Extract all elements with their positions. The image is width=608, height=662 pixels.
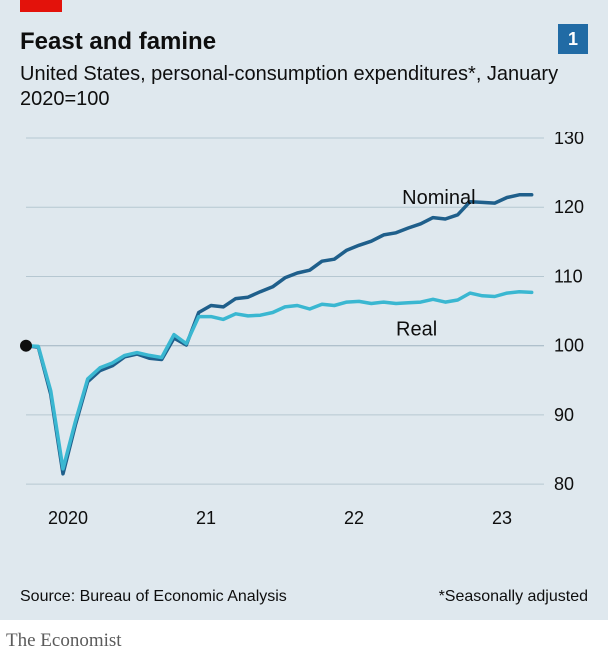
y-tick-label: 130	[554, 132, 584, 148]
footnote-text: *Seasonally adjusted	[439, 588, 588, 606]
series-real	[26, 292, 532, 469]
y-tick-label: 100	[554, 336, 584, 356]
chart-card: 1 Feast and famine United States, person…	[0, 0, 608, 620]
y-tick-label: 120	[554, 197, 584, 217]
series-label-real: Real	[396, 318, 437, 340]
credit-text: The Economist	[0, 620, 608, 652]
chart-subtitle: United States, personal-consumption expe…	[0, 62, 608, 112]
chart-footer: Source: Bureau of Economic Analysis *Sea…	[20, 588, 588, 606]
y-tick-label: 110	[554, 266, 583, 286]
series-nominal	[26, 195, 532, 474]
start-marker	[20, 340, 32, 352]
line-chart: 80 90 100 110 120 130 2020 21 22 23 Nominal Real	[20, 132, 588, 532]
chart-title: Feast and famine	[0, 0, 608, 62]
x-tick-label: 2020	[48, 508, 88, 528]
chart-number-badge: 1	[558, 24, 588, 54]
x-tick-label: 23	[492, 508, 512, 528]
series-label-nominal: Nominal	[402, 187, 475, 209]
x-tick-label: 22	[344, 508, 364, 528]
source-text: Source: Bureau of Economic Analysis	[20, 588, 287, 606]
x-tick-label: 21	[196, 508, 216, 528]
y-tick-label: 90	[554, 405, 574, 425]
y-tick-label: 80	[554, 474, 574, 494]
economist-red-tab	[20, 0, 62, 12]
plot-area: 80 90 100 110 120 130 2020 21 22 23 Nominal Real	[20, 132, 588, 532]
